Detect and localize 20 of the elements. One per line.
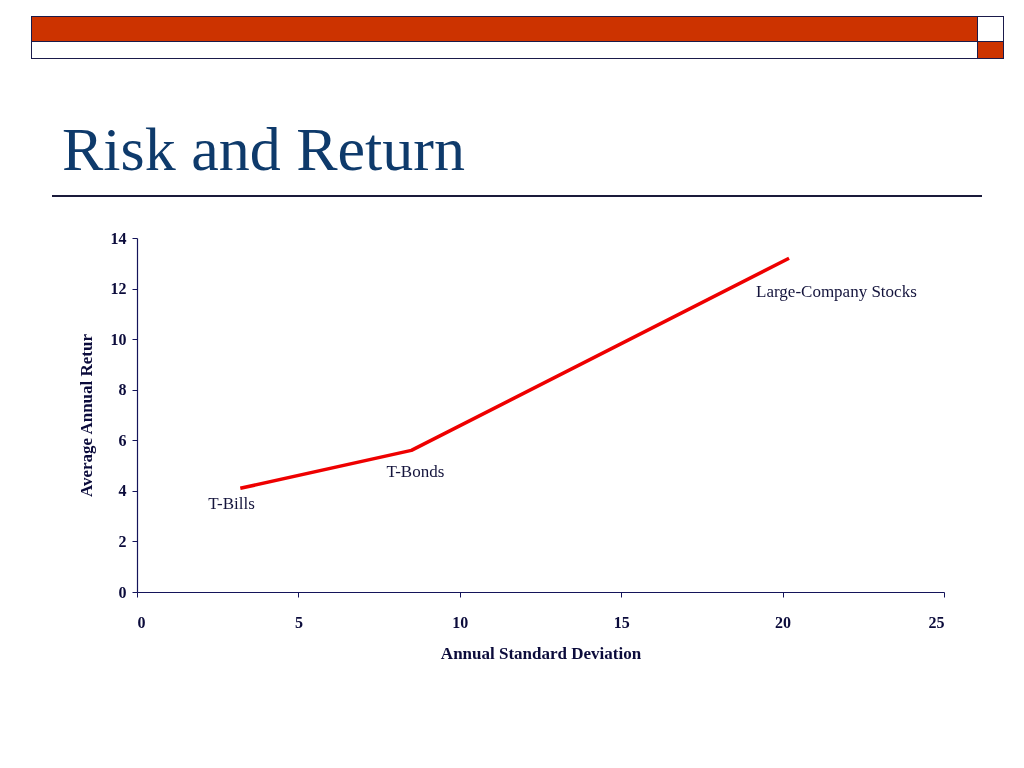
x-tick-label: 0 [137, 613, 146, 631]
y-tick-label: 8 [118, 381, 127, 399]
y-tick-label: 6 [118, 431, 127, 449]
chart-title: Risk and Return [62, 115, 465, 183]
y-tick-label: 14 [110, 229, 127, 247]
y-tick-label: 4 [118, 482, 127, 500]
y-tick-label: 0 [118, 583, 127, 601]
annotation: Large-Company Stocks [756, 282, 917, 302]
x-tick-label: 5 [294, 613, 303, 631]
y-axis-title: Average Annual Retur [76, 333, 96, 498]
annotation: T-Bonds [386, 462, 445, 482]
y-tick-label: 12 [110, 280, 127, 298]
x-tick-label: 15 [613, 613, 630, 631]
annotation: T-Bills [208, 494, 255, 514]
y-tick-label: 2 [118, 532, 127, 550]
x-tick-label: 20 [775, 613, 792, 631]
x-axis-title: Annual Standard Deviation [440, 643, 642, 663]
y-tick-label: 10 [110, 330, 127, 348]
x-tick-label: 25 [928, 613, 945, 631]
x-tick-label: 10 [452, 613, 469, 631]
